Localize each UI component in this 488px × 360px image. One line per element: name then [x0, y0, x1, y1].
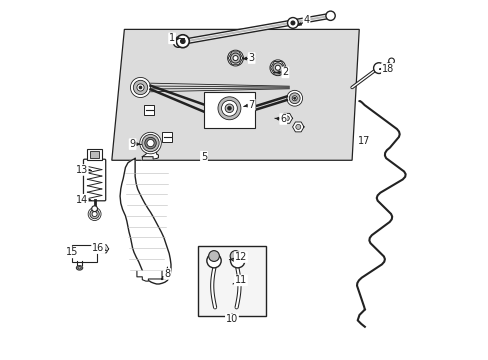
Circle shape [130, 77, 150, 98]
Text: 18: 18 [381, 64, 393, 74]
Circle shape [208, 251, 219, 261]
Circle shape [221, 100, 237, 116]
Circle shape [88, 208, 101, 221]
Circle shape [287, 18, 298, 28]
Circle shape [230, 251, 241, 261]
Polygon shape [281, 113, 292, 123]
Circle shape [144, 137, 156, 149]
Text: 1: 1 [169, 33, 175, 43]
Circle shape [139, 86, 142, 89]
Bar [72, 245, 97, 262]
Text: 16: 16 [92, 243, 104, 253]
Text: 6: 6 [280, 114, 285, 124]
Polygon shape [292, 122, 304, 132]
Text: 10: 10 [225, 314, 238, 324]
Circle shape [176, 35, 189, 48]
Text: 5: 5 [201, 152, 207, 162]
Circle shape [102, 247, 106, 251]
Circle shape [233, 55, 238, 60]
Circle shape [292, 96, 297, 101]
Text: 3: 3 [248, 53, 254, 63]
Circle shape [92, 212, 97, 217]
Text: 15: 15 [66, 247, 79, 257]
Bar [198, 246, 265, 316]
Circle shape [230, 53, 240, 63]
Text: 14: 14 [76, 195, 88, 205]
FancyBboxPatch shape [83, 159, 105, 201]
Circle shape [293, 97, 295, 99]
Polygon shape [112, 30, 359, 160]
Circle shape [290, 21, 294, 25]
Circle shape [133, 80, 147, 95]
Circle shape [206, 253, 221, 268]
Polygon shape [120, 158, 171, 284]
Circle shape [137, 84, 144, 91]
Polygon shape [137, 271, 165, 281]
Polygon shape [144, 105, 154, 115]
Circle shape [218, 97, 241, 120]
Ellipse shape [78, 267, 81, 269]
Polygon shape [204, 92, 254, 128]
Circle shape [142, 134, 159, 152]
Circle shape [140, 132, 161, 154]
Circle shape [373, 63, 384, 73]
Circle shape [388, 58, 394, 64]
Circle shape [275, 65, 280, 70]
Circle shape [272, 63, 282, 73]
Text: 12: 12 [234, 252, 246, 262]
Polygon shape [142, 151, 158, 160]
Circle shape [92, 206, 97, 212]
Circle shape [269, 60, 285, 76]
Circle shape [227, 50, 243, 66]
Text: 7: 7 [248, 100, 254, 110]
Polygon shape [162, 132, 172, 142]
Text: 9: 9 [129, 139, 135, 149]
Circle shape [173, 38, 183, 47]
Circle shape [147, 139, 154, 147]
Circle shape [90, 210, 99, 219]
Circle shape [295, 125, 300, 130]
Circle shape [180, 39, 184, 43]
Text: 13: 13 [76, 165, 88, 175]
Circle shape [284, 116, 289, 121]
Ellipse shape [76, 266, 82, 270]
Text: 17: 17 [358, 136, 370, 145]
Text: 8: 8 [164, 269, 170, 279]
Text: 2: 2 [282, 67, 288, 77]
Circle shape [286, 90, 302, 106]
Circle shape [224, 104, 233, 113]
Text: 4: 4 [303, 15, 309, 26]
Bar [90, 151, 99, 158]
Bar [86, 149, 102, 160]
Circle shape [289, 93, 300, 104]
Circle shape [230, 253, 244, 268]
Text: 11: 11 [234, 275, 246, 285]
Circle shape [325, 11, 335, 21]
Circle shape [227, 107, 231, 110]
Polygon shape [99, 245, 108, 253]
